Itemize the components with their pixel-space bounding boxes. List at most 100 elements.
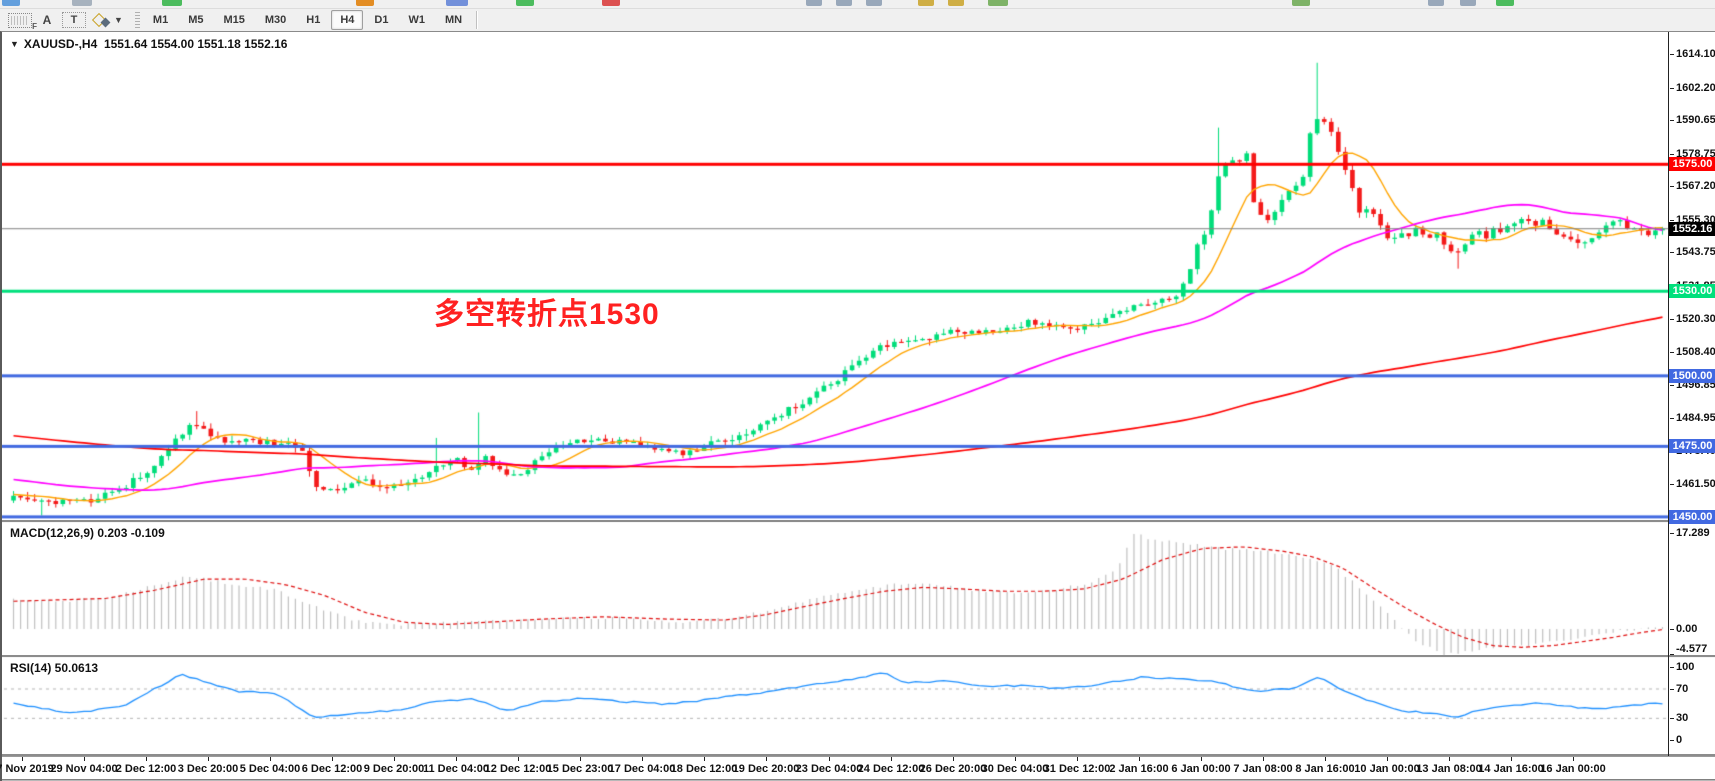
symbol-dropdown-caret[interactable]: ▼	[10, 39, 19, 49]
macd-tick-label: 17.289	[1676, 527, 1710, 539]
rsi-tick-label: 0	[1676, 734, 1683, 746]
clipped-toolbar-icon[interactable]	[602, 0, 620, 6]
main-price-chart[interactable]	[2, 32, 1668, 520]
price-tick-label: 1520.30	[1676, 313, 1715, 325]
macd-tick-mark	[1670, 654, 1674, 655]
timeframe-button-group: M1 M5 M15 M30 H1 H4 D1 W1 MN	[143, 10, 472, 30]
clipped-toolbar-icon[interactable]	[1292, 0, 1310, 6]
time-tick-mark	[456, 757, 457, 761]
clipped-toolbar-icon[interactable]	[866, 0, 882, 6]
pane-divider[interactable]	[2, 520, 1715, 522]
price-tick-mark	[1670, 120, 1674, 121]
macd-tick-label: -4.577	[1676, 643, 1708, 655]
toolbar-row-clipped	[0, 0, 1715, 9]
chart-window: ▼ XAUUSD-,H4 1551.64 1554.00 1551.18 1552…	[0, 31, 1715, 781]
time-tick-mark	[1139, 757, 1140, 761]
chevron-down-icon[interactable]: ▼	[114, 15, 123, 25]
shapes-tool-icon[interactable]: ▼	[91, 12, 123, 28]
timeframe-button-d1[interactable]: D1	[365, 10, 397, 30]
clipped-toolbar-icon[interactable]	[988, 0, 1008, 6]
time-tick-mark	[1449, 757, 1450, 761]
clipped-toolbar-icon[interactable]	[1428, 0, 1444, 6]
price-tick-label: 1543.75	[1676, 246, 1715, 258]
time-tick-label: 7 Jan 08:00	[1233, 763, 1293, 775]
price-tick-label: 1602.20	[1676, 82, 1715, 94]
rsi-indicator-chart[interactable]	[2, 657, 1668, 754]
time-tick-label: 26 Dec 20:00	[919, 763, 987, 775]
clipped-toolbar-icon[interactable]	[806, 0, 822, 6]
timeframe-button-m5[interactable]: M5	[179, 10, 212, 30]
time-tick-label: 9 Dec 20:00	[363, 763, 425, 775]
price-tick-mark	[1670, 220, 1674, 221]
price-level-badge[interactable]: 1450.00	[1669, 510, 1715, 524]
timeframe-button-m15[interactable]: M15	[214, 10, 253, 30]
timeframe-button-w1[interactable]: W1	[399, 10, 434, 30]
time-tick-mark	[1201, 757, 1202, 761]
clipped-toolbar-icon[interactable]	[918, 0, 934, 6]
clipped-toolbar-icon[interactable]	[446, 0, 468, 6]
time-tick-mark	[518, 757, 519, 761]
time-tick-mark	[891, 757, 892, 761]
clipped-toolbar-icon[interactable]	[948, 0, 964, 6]
time-tick-label: 2 Dec 12:00	[115, 763, 177, 775]
price-tick-label: 1567.20	[1676, 180, 1715, 192]
time-tick-label: 31 Dec 12:00	[1043, 763, 1111, 775]
price-tick-mark	[1670, 319, 1674, 320]
price-tick-mark	[1670, 352, 1674, 353]
time-tick-label: 19 Dec 20:00	[732, 763, 800, 775]
text-label-tool-icon[interactable]: A	[42, 13, 52, 27]
clipped-toolbar-icon[interactable]	[72, 0, 92, 6]
price-tick-label: 1484.95	[1676, 412, 1715, 424]
timeframe-button-h1[interactable]: H1	[297, 10, 329, 30]
timeframe-button-mn[interactable]: MN	[436, 10, 471, 30]
price-tick-label: 1614.10	[1676, 48, 1715, 60]
price-level-badge[interactable]: 1575.00	[1669, 157, 1715, 171]
grid-tool-label: F	[32, 21, 37, 31]
rsi-tick-mark	[1670, 667, 1674, 668]
pane-divider[interactable]	[2, 655, 1715, 657]
chart-title[interactable]: ▼ XAUUSD-,H4 1551.64 1554.00 1551.18 1552…	[10, 37, 287, 51]
time-tick-label: 3 Dec 20:00	[177, 763, 239, 775]
time-tick-label: 27 Nov 2019	[0, 763, 54, 775]
time-tick-mark	[953, 757, 954, 761]
price-level-badge[interactable]: 1500.00	[1669, 369, 1715, 383]
time-tick-label: 6 Dec 12:00	[301, 763, 363, 775]
clipped-toolbar-icon[interactable]	[836, 0, 852, 6]
clipped-toolbar-icon[interactable]	[356, 0, 374, 6]
price-tick-mark	[1670, 186, 1674, 187]
current-price-badge: 1552.16	[1669, 222, 1715, 236]
price-tick-label: 1461.50	[1676, 478, 1715, 490]
time-tick-label: 29 Nov 04:00	[50, 763, 118, 775]
clipped-toolbar-icon[interactable]	[162, 0, 182, 6]
toolbar-drag-handle[interactable]	[134, 12, 140, 28]
price-tick-label: 1590.65	[1676, 114, 1715, 126]
text-tool-icon[interactable]: T	[62, 12, 86, 28]
timeframe-button-h4[interactable]: H4	[331, 10, 364, 30]
price-level-badge[interactable]: 1530.00	[1669, 284, 1715, 298]
clipped-toolbar-icon[interactable]	[1496, 0, 1514, 6]
rsi-label: RSI(14) 50.0613	[10, 661, 99, 675]
time-tick-mark	[22, 757, 23, 761]
macd-indicator-chart[interactable]	[2, 522, 1668, 655]
time-tick-mark	[394, 757, 395, 761]
macd-label: MACD(12,26,9) 0.203 -0.109	[10, 526, 165, 540]
rsi-tick-label: 100	[1676, 661, 1695, 673]
clipped-toolbar-icon[interactable]	[1460, 0, 1476, 6]
time-tick-mark	[332, 757, 333, 761]
time-tick-mark	[829, 757, 830, 761]
price-level-badge[interactable]: 1475.00	[1669, 439, 1715, 453]
time-tick-label: 8 Jan 16:00	[1295, 763, 1355, 775]
time-tick-label: 11 Dec 04:00	[422, 763, 490, 775]
timeframe-button-m30[interactable]: M30	[256, 10, 295, 30]
price-tick-mark	[1670, 418, 1674, 419]
grid-tool-icon[interactable]: F	[8, 12, 37, 31]
clipped-toolbar-icon[interactable]	[2, 0, 20, 6]
clipped-toolbar-icon[interactable]	[516, 0, 534, 6]
chart-text-annotation[interactable]: 多空转折点1530	[434, 298, 660, 331]
rsi-tick-label: 30	[1676, 712, 1689, 724]
timeframe-button-m1[interactable]: M1	[144, 10, 177, 30]
time-tick-label: 10 Jan 00:00	[1354, 763, 1420, 775]
time-tick-mark	[1077, 757, 1078, 761]
rsi-tick-mark	[1670, 740, 1674, 741]
